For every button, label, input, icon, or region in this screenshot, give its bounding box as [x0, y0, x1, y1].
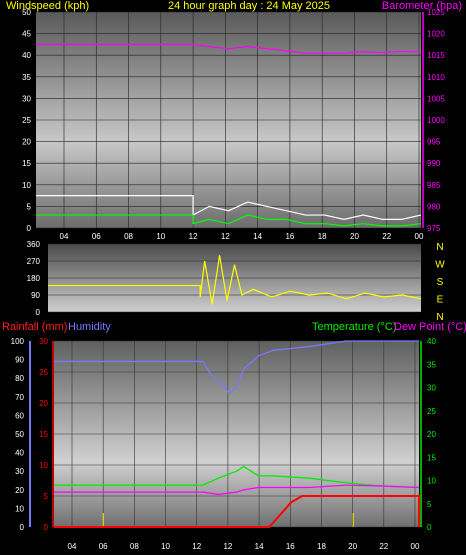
rain-y-tick: 15	[39, 430, 48, 439]
wind-y-tick: 50	[22, 8, 31, 17]
rain-x-tick: 00	[411, 542, 420, 551]
rainfall-title: Rainfall (mm)	[2, 321, 67, 333]
barometer-y-tick: 1005	[427, 94, 445, 103]
humidity-y-tick: 30	[15, 467, 24, 476]
wind-y-tick: 10	[22, 181, 31, 190]
direction-y-tick: 270	[27, 257, 41, 266]
dewpoint-title: Dew Point (°C)	[394, 321, 466, 333]
temperature-y-tick: 25	[427, 407, 436, 416]
wind-x-tick: 12	[189, 232, 198, 241]
humidity-y-tick: 60	[15, 411, 24, 420]
humidity-title: Humidity	[68, 321, 111, 333]
rain-x-tick: 12	[192, 542, 201, 551]
barometer-title: Barometer (hpa)	[382, 0, 462, 12]
barometer-y-tick: 995	[427, 138, 441, 147]
rain-y-tick: 10	[39, 461, 48, 470]
wind-y-tick: 45	[22, 30, 31, 39]
compass-label: E	[437, 295, 444, 306]
wind-x-tick: 18	[318, 232, 327, 241]
compass-label: N	[436, 242, 443, 253]
wind-y-tick: 5	[27, 202, 32, 211]
windspeed-title: Windspeed (kph)	[6, 0, 89, 12]
barometer-y-tick: 975	[427, 224, 441, 233]
humidity-y-tick: 90	[15, 356, 24, 365]
temperature-y-tick: 35	[427, 360, 436, 369]
temperature-line	[54, 465, 420, 489]
humidity-y-tick: 70	[15, 393, 24, 402]
wind-y-tick: 40	[22, 51, 31, 60]
rain-x-tick: 20	[348, 542, 357, 551]
wind-y-tick: 15	[22, 159, 31, 168]
humidity-line	[54, 340, 419, 394]
wind-x-tick: 14	[253, 232, 262, 241]
temperature-y-tick: 30	[427, 384, 436, 393]
barometer-y-tick: 980	[427, 202, 441, 211]
graph-date-title: 24 hour graph day : 24 May 2025	[168, 0, 330, 12]
temperature-y-tick: 10	[427, 477, 436, 486]
direction-y-tick: 180	[27, 274, 41, 283]
wind-x-tick: 06	[92, 232, 101, 241]
wind-x-tick: 22	[382, 232, 391, 241]
temperature-y-tick: 0	[427, 523, 432, 532]
barometer-line	[36, 43, 422, 54]
rain-y-tick: 25	[39, 368, 48, 377]
humidity-y-tick: 10	[15, 504, 24, 513]
wind-y-tick: 0	[27, 224, 32, 233]
temperature-y-tick: 5	[427, 500, 432, 509]
wind-x-tick: 12	[221, 232, 230, 241]
barometer-y-tick: 990	[427, 159, 441, 168]
barometer-y-tick: 1000	[427, 116, 445, 125]
wind-x-tick: 08	[124, 232, 133, 241]
humidity-y-tick: 0	[20, 523, 25, 532]
barometer-y-tick: 1010	[427, 73, 445, 82]
barometer-y-tick: 1025	[427, 8, 445, 17]
rain-y-tick: 0	[44, 523, 49, 532]
direction-y-tick: 90	[31, 291, 40, 300]
wind-x-tick: 04	[60, 232, 69, 241]
wind-y-tick: 20	[22, 138, 31, 147]
rain-x-tick: 04	[68, 542, 77, 551]
temperature-y-tick: 20	[427, 430, 436, 439]
wind_gust-line	[36, 214, 422, 227]
barometer-y-tick: 1015	[427, 51, 445, 60]
rain-y-tick: 20	[39, 399, 48, 408]
rain-x-tick: 22	[379, 542, 388, 551]
wind-y-tick: 25	[22, 116, 31, 125]
temperature-y-tick: 15	[427, 453, 436, 462]
humidity-y-tick: 80	[15, 374, 24, 383]
humidity-y-tick: 50	[15, 430, 24, 439]
rain-x-tick: 06	[99, 542, 108, 551]
dewpoint-line	[54, 484, 420, 496]
direction-line	[48, 255, 422, 305]
rain-x-tick: 16	[286, 542, 295, 551]
compass-label: S	[437, 277, 444, 288]
rain-x-tick: 10	[161, 542, 170, 551]
wind-y-tick: 30	[22, 94, 31, 103]
rain-y-tick: 30	[39, 337, 48, 346]
temperature-y-tick: 40	[427, 337, 436, 346]
rain-y-tick: 5	[44, 492, 49, 501]
temperature-title: Temperature (°C)	[312, 321, 396, 333]
rain-x-tick: 08	[130, 542, 139, 551]
wind-x-tick: 10	[156, 232, 165, 241]
rain-x-tick: 14	[255, 542, 264, 551]
wind-x-tick: 16	[285, 232, 294, 241]
rain-x-tick: 12	[223, 542, 232, 551]
humidity-y-tick: 40	[15, 449, 24, 458]
rain-x-tick: 18	[317, 542, 326, 551]
barometer-y-tick: 985	[427, 181, 441, 190]
barometer-y-tick: 1020	[427, 30, 445, 39]
humidity-y-tick: 20	[15, 486, 24, 495]
rain-line	[54, 495, 420, 528]
direction-y-tick: 360	[27, 240, 41, 249]
direction-y-tick: 0	[36, 308, 41, 317]
compass-label: N	[436, 312, 443, 323]
wind-x-tick: 00	[415, 232, 424, 241]
wind-x-tick: 20	[350, 232, 359, 241]
wind-y-tick: 35	[22, 73, 31, 82]
humidity-y-tick: 100	[11, 337, 25, 346]
wind_avg-line	[36, 195, 422, 220]
compass-label: W	[435, 260, 445, 271]
